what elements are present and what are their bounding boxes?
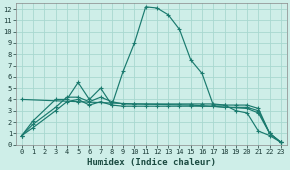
X-axis label: Humidex (Indice chaleur): Humidex (Indice chaleur): [87, 158, 216, 167]
